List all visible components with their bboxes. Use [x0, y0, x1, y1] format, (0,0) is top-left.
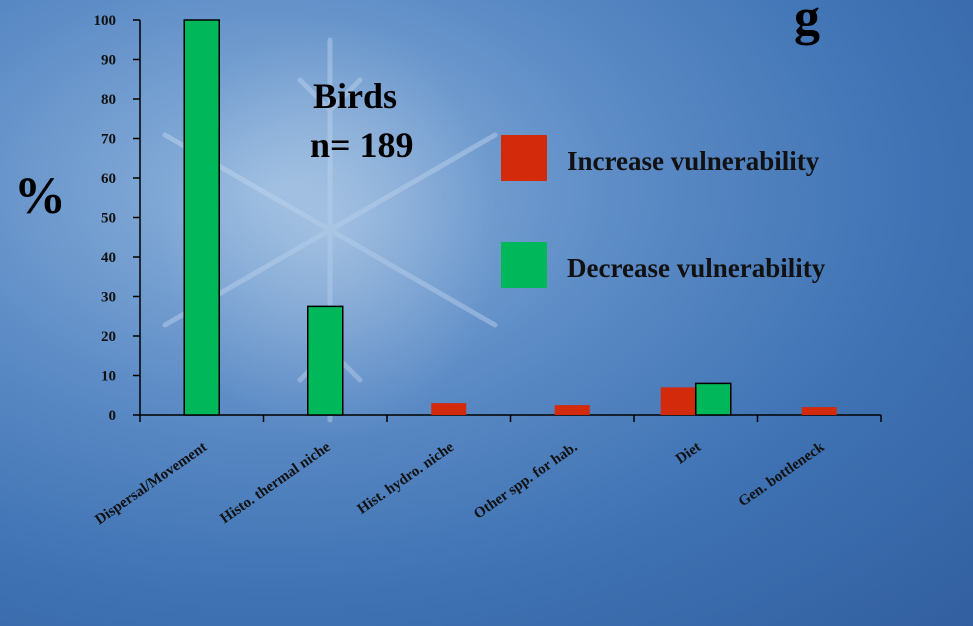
bar-increase [431, 403, 467, 415]
bar-decrease [183, 19, 220, 416]
x-tick-label: Diet [673, 439, 704, 467]
bar-increase [554, 405, 590, 415]
x-tick-label: Dispersal/Movement [92, 439, 210, 528]
bars-group [183, 19, 837, 416]
background-snowflake [160, 20, 500, 440]
x-tick-label: Histo. thermal niche [218, 439, 334, 527]
y-tick-label: 20 [101, 329, 116, 345]
y-tick-label: 80 [101, 92, 116, 108]
x-tick-label: Other spp. for hab. [471, 439, 581, 522]
y-tick-label: 100 [94, 13, 117, 29]
x-tick-group: Dispersal/Movement Histo. thermal niche Hi… [92, 415, 882, 528]
legend-label-decrease: Decrease vulnerability [567, 253, 826, 283]
y-tick-group: 0 10 20 30 40 50 60 70 80 90 100 [94, 13, 140, 424]
legend: Increase vulnerability Decrease vulnerab… [501, 135, 826, 288]
y-tick-label: 50 [101, 211, 116, 227]
bar-decrease [307, 305, 344, 416]
x-axis: Dispersal/Movement Histo. thermal niche Hi… [92, 414, 882, 528]
y-tick-label: 0 [109, 408, 117, 424]
bar-increase [801, 407, 837, 415]
legend-label-increase: Increase vulnerability [567, 146, 820, 176]
y-tick-label: 90 [101, 53, 116, 69]
legend-swatch-increase [501, 135, 547, 181]
y-tick-label: 40 [101, 250, 116, 266]
y-tick-label: 30 [101, 290, 116, 306]
y-axis-label: % [14, 168, 66, 225]
y-tick-label: 70 [101, 132, 116, 148]
bar-increase [660, 387, 696, 415]
bar-decrease [695, 382, 732, 416]
y-tick-label: 60 [101, 171, 116, 187]
y-tick-label: 10 [101, 369, 116, 385]
annotation-n: n= 189 [310, 125, 414, 165]
x-tick-label: Hist. hydro. niche [355, 439, 458, 518]
y-axis: 0 10 20 30 40 50 60 70 80 90 100 [94, 13, 141, 424]
x-tick-label: Gen. bottleneck [736, 439, 828, 510]
title-fragment: g [794, 0, 820, 46]
annotation-birds: Birds [313, 76, 397, 116]
legend-swatch-decrease [501, 242, 547, 288]
